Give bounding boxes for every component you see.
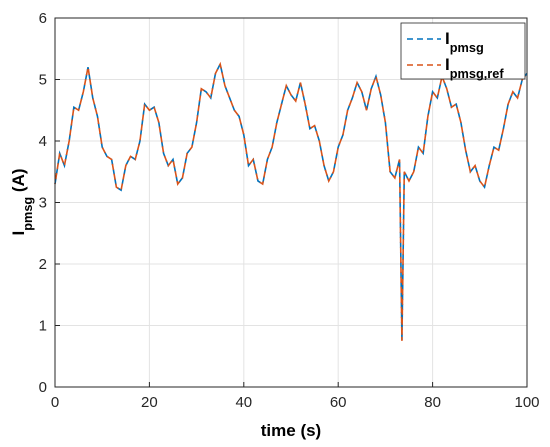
y-tick-label: 6 bbox=[39, 10, 47, 27]
x-tick-label: 60 bbox=[330, 394, 347, 411]
y-tick-label: 3 bbox=[39, 195, 47, 212]
x-tick-label: 20 bbox=[141, 394, 158, 411]
plot-frame bbox=[54, 17, 528, 388]
x-axis-label: time (s) bbox=[261, 421, 321, 440]
x-tick-label: 100 bbox=[514, 394, 539, 411]
y-tick-label: 1 bbox=[39, 318, 47, 335]
x-tick-label: 80 bbox=[424, 394, 441, 411]
legend-label: Ipmsg bbox=[445, 29, 484, 55]
legend-box bbox=[400, 22, 526, 80]
line-series bbox=[54, 61, 528, 341]
y-tick-label: 4 bbox=[39, 133, 47, 150]
y-tick-label: 0 bbox=[39, 379, 47, 396]
x-tick-label: 0 bbox=[51, 394, 59, 411]
y-tick-label: 2 bbox=[39, 256, 47, 273]
legend-label: Ipmsg,ref bbox=[445, 55, 504, 81]
y-axis-label: Ipmsg (A) bbox=[9, 168, 35, 235]
y-tick-label: 5 bbox=[39, 72, 47, 89]
x-tick-label: 40 bbox=[235, 394, 252, 411]
